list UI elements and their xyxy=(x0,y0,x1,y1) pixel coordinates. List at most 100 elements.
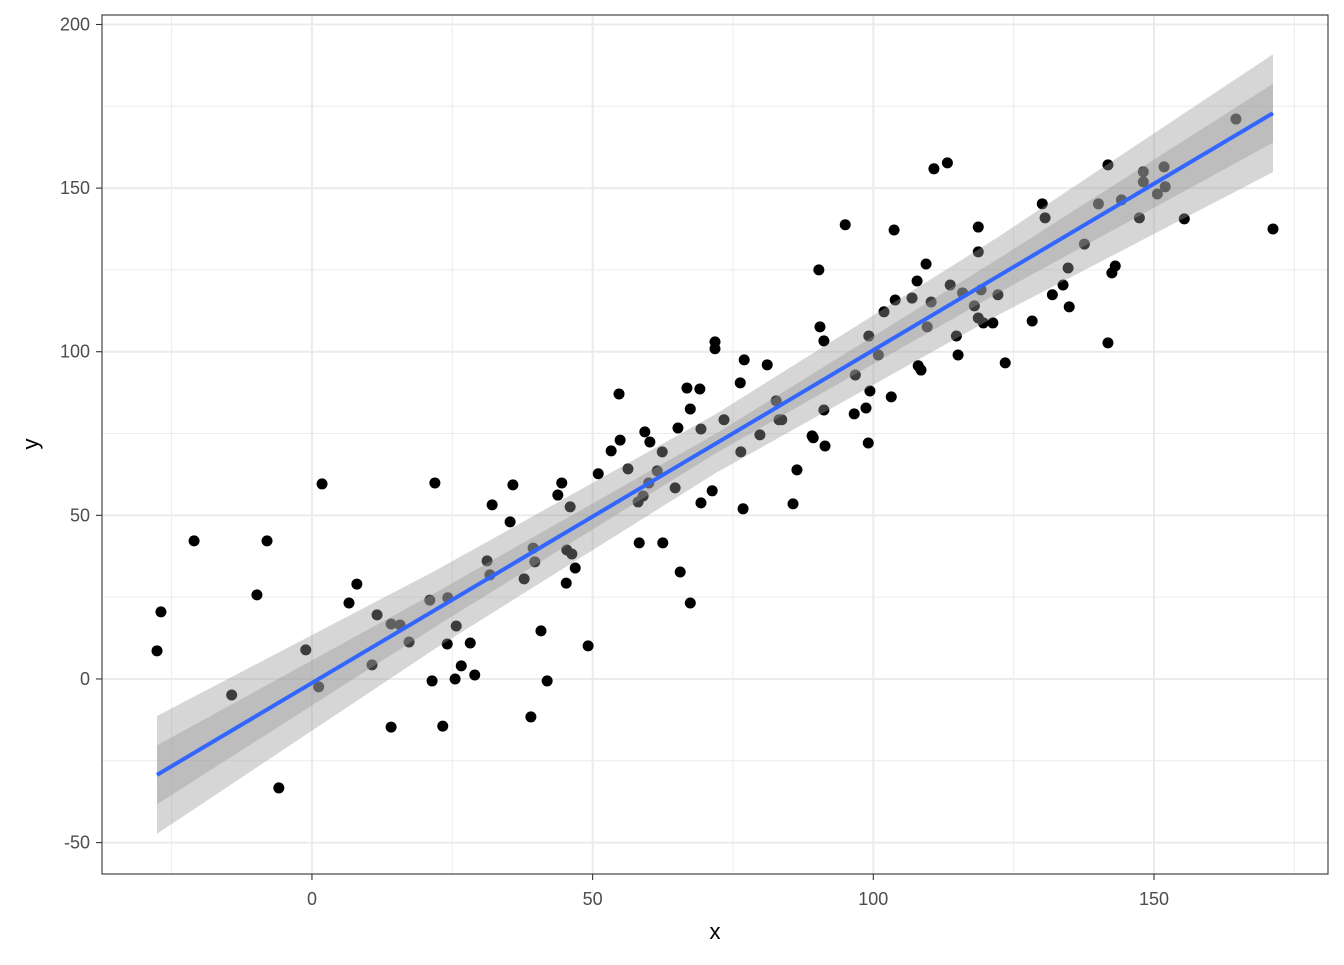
data-point xyxy=(920,258,932,270)
data-point xyxy=(429,477,441,489)
y-tick-label: 100 xyxy=(60,342,90,362)
data-point xyxy=(1267,223,1279,235)
data-point xyxy=(941,157,953,169)
data-point xyxy=(787,498,799,510)
data-point xyxy=(556,477,568,489)
data-point xyxy=(300,644,312,656)
data-point xyxy=(992,289,1004,301)
data-point xyxy=(592,468,604,480)
data-point xyxy=(906,292,918,304)
data-point xyxy=(1158,161,1170,173)
data-point xyxy=(637,490,649,502)
data-point xyxy=(426,675,438,687)
data-point xyxy=(437,720,449,732)
data-point xyxy=(1063,301,1075,313)
panel-border xyxy=(101,14,1329,875)
x-tick-label: 0 xyxy=(307,889,317,909)
data-point xyxy=(449,673,461,685)
data-point xyxy=(754,429,766,441)
data-point xyxy=(738,354,750,366)
data-point xyxy=(972,221,984,233)
data-point xyxy=(1026,315,1038,327)
data-point xyxy=(552,489,564,501)
data-point xyxy=(860,402,872,414)
data-point xyxy=(455,660,467,672)
data-point xyxy=(541,675,553,687)
data-point xyxy=(622,463,634,475)
data-point xyxy=(1036,198,1048,210)
data-point xyxy=(535,625,547,637)
y-tick-label: -50 xyxy=(64,833,90,853)
data-point xyxy=(944,279,956,291)
data-point xyxy=(1159,181,1171,193)
data-point xyxy=(987,317,999,329)
data-point xyxy=(1102,337,1114,349)
data-point xyxy=(695,423,707,435)
data-point xyxy=(1178,213,1190,225)
data-point xyxy=(504,516,516,528)
y-tick-label: 200 xyxy=(60,14,90,34)
data-point xyxy=(261,535,273,547)
data-point xyxy=(1039,212,1051,224)
data-point xyxy=(251,589,263,601)
data-point xyxy=(486,499,498,511)
axes: 0 50 100 150 -50 0 50 100 150 200 xyxy=(60,14,1169,909)
data-point xyxy=(1109,260,1121,272)
data-point xyxy=(1137,176,1149,188)
data-point xyxy=(481,555,493,567)
data-point xyxy=(582,640,594,652)
data-point xyxy=(644,436,656,448)
data-point xyxy=(888,224,900,236)
data-point xyxy=(928,163,940,175)
data-point xyxy=(316,478,328,490)
data-point xyxy=(564,501,576,513)
data-point xyxy=(694,383,706,395)
data-point xyxy=(1057,279,1069,291)
data-point xyxy=(273,782,285,794)
data-point xyxy=(385,618,397,630)
data-point xyxy=(366,659,378,671)
data-point xyxy=(560,577,572,589)
data-point xyxy=(737,503,749,515)
data-point xyxy=(385,721,397,733)
data-point xyxy=(1137,166,1149,178)
data-point xyxy=(706,485,718,497)
data-point xyxy=(1230,113,1242,125)
data-point xyxy=(999,357,1011,369)
data-point xyxy=(818,335,830,347)
data-point xyxy=(911,275,923,287)
data-point xyxy=(885,391,897,403)
data-point xyxy=(977,317,989,329)
data-point xyxy=(925,296,937,308)
data-point xyxy=(807,432,819,444)
data-point xyxy=(1151,188,1163,200)
data-point xyxy=(862,437,874,449)
data-point xyxy=(849,369,861,381)
data-point xyxy=(464,637,476,649)
data-point xyxy=(674,566,686,578)
data-point xyxy=(950,330,962,342)
data-point xyxy=(605,445,617,457)
data-point xyxy=(450,620,462,632)
data-point xyxy=(651,465,663,477)
data-point xyxy=(525,711,537,723)
data-point xyxy=(684,597,696,609)
data-point xyxy=(770,395,782,407)
data-point xyxy=(1078,238,1090,250)
gridlines xyxy=(102,15,1328,874)
data-point xyxy=(343,597,355,609)
fit-line xyxy=(155,111,1275,777)
data-point xyxy=(814,321,826,333)
data-point xyxy=(639,426,651,438)
data-point xyxy=(313,681,325,693)
data-point xyxy=(684,403,696,415)
data-point xyxy=(669,482,681,494)
data-point xyxy=(441,638,453,650)
data-point xyxy=(1062,262,1074,274)
data-point xyxy=(818,404,830,416)
data-point xyxy=(791,464,803,476)
data-point xyxy=(1092,198,1104,210)
data-point xyxy=(672,422,684,434)
data-point xyxy=(226,689,238,701)
